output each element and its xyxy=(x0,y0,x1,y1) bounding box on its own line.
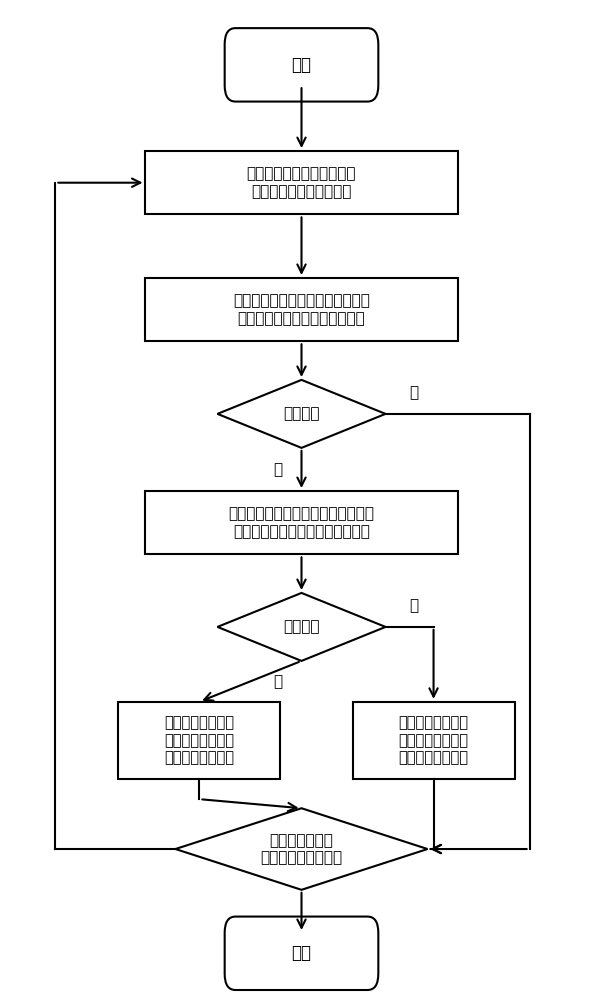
Text: 是: 是 xyxy=(273,674,282,689)
Text: 开始: 开始 xyxy=(291,56,312,74)
FancyBboxPatch shape xyxy=(225,917,378,990)
FancyBboxPatch shape xyxy=(225,28,378,102)
Bar xyxy=(145,491,458,554)
Text: 比较当前模板输出虚端子描述与待设
计发送装置的所有输出虚端子描述: 比较当前模板输出虚端子描述与待设 计发送装置的所有输出虚端子描述 xyxy=(229,506,374,539)
Text: 是否匹配: 是否匹配 xyxy=(283,619,320,634)
Polygon shape xyxy=(218,380,385,448)
Bar xyxy=(118,702,280,779)
Text: 逐条处理当前模板设备关联
对包含的多条模板虚连接: 逐条处理当前模板设备关联 对包含的多条模板虚连接 xyxy=(247,167,356,199)
Text: 结束: 结束 xyxy=(291,944,312,962)
Bar xyxy=(145,151,458,214)
Text: 否: 否 xyxy=(409,598,418,613)
Text: 否: 否 xyxy=(409,385,418,400)
Text: 处理完当前模板
关联对的所有虚连接: 处理完当前模板 关联对的所有虚连接 xyxy=(260,833,343,865)
Text: 是否匹配: 是否匹配 xyxy=(283,406,320,421)
Text: 生成一条虚连接，
标记为匹配失败，
存入临时虚连接集: 生成一条虚连接， 标记为匹配失败， 存入临时虚连接集 xyxy=(399,715,469,765)
Polygon shape xyxy=(218,593,385,661)
Polygon shape xyxy=(175,808,428,890)
Bar xyxy=(353,702,514,779)
Text: 比较当前模板输入虚端子描述与待
设计装置的所有输入虚端子描述: 比较当前模板输入虚端子描述与待 设计装置的所有输入虚端子描述 xyxy=(233,293,370,326)
Bar xyxy=(145,278,458,341)
Text: 生成一条虚连接，
标记为匹配成功，
存入临时虚连接集: 生成一条虚连接， 标记为匹配成功， 存入临时虚连接集 xyxy=(165,715,235,765)
Text: 是: 是 xyxy=(273,462,282,477)
